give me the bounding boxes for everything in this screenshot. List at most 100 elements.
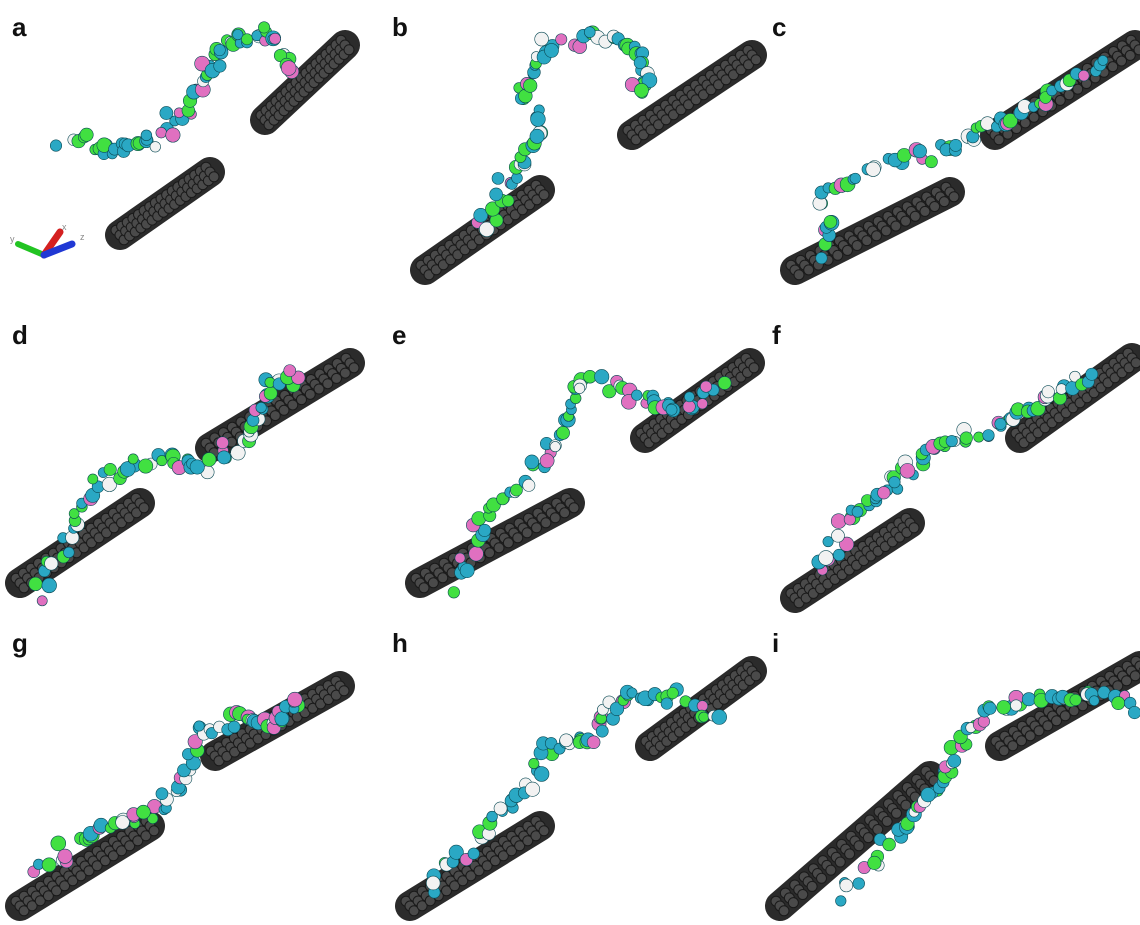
panel-label: c xyxy=(772,12,786,42)
tube-atom xyxy=(1125,50,1135,60)
atom xyxy=(921,788,935,802)
atom xyxy=(194,721,204,731)
tube-atom xyxy=(550,513,560,523)
tube-atom xyxy=(882,816,892,826)
atom xyxy=(831,514,846,529)
tube-atom xyxy=(340,368,350,378)
tube-atom xyxy=(209,172,219,182)
tube-atom xyxy=(854,841,864,851)
atom xyxy=(492,172,504,184)
tube-atom xyxy=(149,826,159,836)
atom xyxy=(494,802,507,815)
tube-atom xyxy=(1073,84,1083,94)
atom xyxy=(868,856,881,869)
atom xyxy=(166,128,180,142)
panel-label: f xyxy=(772,320,781,350)
atom xyxy=(712,710,727,725)
atom xyxy=(45,557,58,570)
atom xyxy=(468,848,479,859)
atom xyxy=(258,22,269,33)
tube-atom xyxy=(139,503,149,513)
panel-label: b xyxy=(392,12,408,42)
atom xyxy=(1112,697,1125,710)
tube-atom xyxy=(807,881,817,891)
tube-atom xyxy=(332,373,342,383)
tube-atom xyxy=(910,211,920,221)
tube-atom xyxy=(428,578,438,588)
tube-atom xyxy=(892,808,902,818)
atom xyxy=(1056,384,1067,395)
atom xyxy=(1010,700,1021,711)
tube-atom xyxy=(569,503,579,513)
atom xyxy=(1022,693,1035,706)
atom xyxy=(281,61,296,76)
tube-atom xyxy=(323,379,333,389)
tube-atom xyxy=(872,231,882,241)
atom xyxy=(217,451,230,464)
atom xyxy=(634,83,648,97)
atom xyxy=(202,453,216,467)
tube-atom xyxy=(817,873,827,883)
tube-atom xyxy=(862,236,872,246)
tube-atom xyxy=(798,890,808,900)
tube-atom xyxy=(804,265,814,275)
tube-atom xyxy=(522,528,532,538)
atom xyxy=(697,701,708,712)
panel-label: h xyxy=(392,628,408,658)
atom xyxy=(1098,55,1108,65)
atom xyxy=(523,79,537,93)
atom xyxy=(950,139,962,151)
atom xyxy=(889,476,901,488)
tube-atom xyxy=(288,400,298,410)
atom xyxy=(883,838,896,851)
tube-atom xyxy=(494,543,504,553)
atom xyxy=(426,876,440,890)
tube-atom xyxy=(863,833,873,843)
tube-atom xyxy=(788,898,798,908)
atom xyxy=(661,698,673,710)
atom xyxy=(900,463,915,478)
atom xyxy=(816,252,828,264)
atom xyxy=(913,144,926,157)
panel-label: i xyxy=(772,628,779,658)
atom xyxy=(594,369,608,383)
tube-atom xyxy=(1134,45,1140,55)
atom xyxy=(525,455,539,469)
atom xyxy=(58,849,72,863)
panel: e xyxy=(392,320,759,598)
atom xyxy=(978,716,990,728)
axis-label: z xyxy=(80,232,85,242)
tube-atom xyxy=(994,135,1004,145)
atom xyxy=(529,758,539,768)
atom xyxy=(502,195,514,207)
atom xyxy=(531,112,546,127)
axis-triad: y x z xyxy=(10,222,85,255)
atom xyxy=(214,44,225,55)
tube-atom xyxy=(560,508,570,518)
atom xyxy=(241,34,252,45)
panel-label: a xyxy=(12,12,27,42)
tube-atom xyxy=(949,192,959,202)
tube-atom xyxy=(485,548,495,558)
tube-atom xyxy=(513,533,523,543)
atom xyxy=(946,435,957,446)
atom xyxy=(560,734,573,747)
panel-label: e xyxy=(392,320,406,350)
tube-atom xyxy=(339,686,349,696)
panel-label: d xyxy=(12,320,28,350)
figure: a b c d e f g h i y x z xyxy=(0,0,1140,925)
tube-atom xyxy=(1064,90,1074,100)
tube-atom xyxy=(532,523,542,533)
atom xyxy=(557,426,570,439)
tube-atom xyxy=(751,671,761,681)
atom xyxy=(228,721,240,733)
atom xyxy=(269,33,280,44)
atom xyxy=(836,896,847,907)
atom xyxy=(534,767,549,782)
atom xyxy=(584,27,595,38)
atom xyxy=(866,162,881,177)
panel: g xyxy=(11,628,349,916)
tube-atom xyxy=(826,865,836,875)
atom xyxy=(150,142,161,153)
atom xyxy=(697,399,707,409)
